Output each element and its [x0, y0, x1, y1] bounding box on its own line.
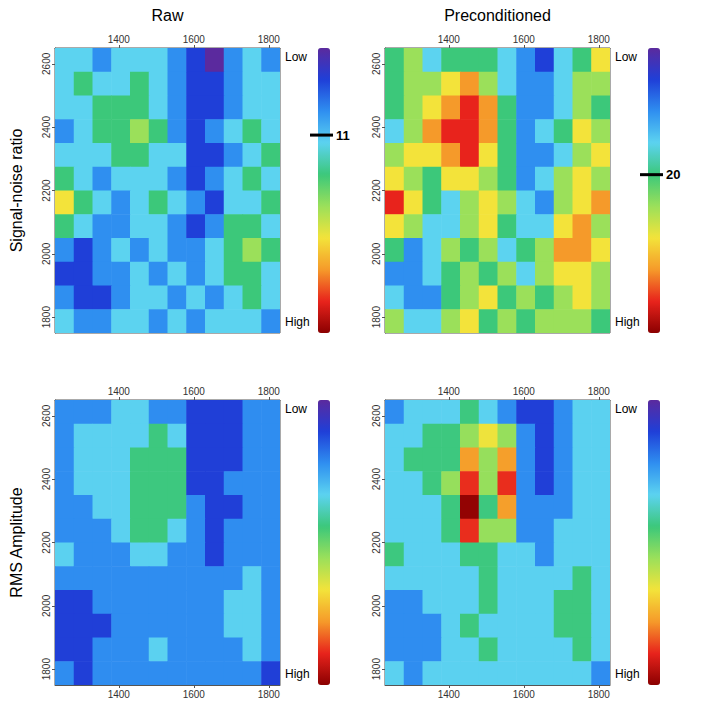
svg-text:2600: 2600: [41, 404, 52, 427]
svg-text:1400: 1400: [108, 689, 131, 700]
svg-text:1600: 1600: [513, 34, 536, 45]
svg-text:High: High: [615, 667, 640, 681]
svg-text:1800: 1800: [258, 386, 281, 397]
svg-text:2600: 2600: [371, 404, 382, 427]
svg-text:1800: 1800: [41, 306, 52, 329]
svg-text:2400: 2400: [41, 468, 52, 491]
svg-text:1400: 1400: [108, 34, 131, 45]
svg-text:1800: 1800: [258, 34, 281, 45]
svg-text:2000: 2000: [371, 594, 382, 617]
svg-text:Low: Low: [285, 402, 307, 416]
svg-text:1600: 1600: [513, 689, 536, 700]
svg-text:RMS Amplitude: RMS Amplitude: [8, 487, 25, 597]
svg-text:1400: 1400: [438, 386, 461, 397]
svg-text:Preconditioned: Preconditioned: [444, 7, 551, 24]
svg-text:1600: 1600: [183, 34, 206, 45]
svg-text:2200: 2200: [41, 179, 52, 202]
svg-text:2200: 2200: [371, 179, 382, 202]
svg-text:2600: 2600: [41, 52, 52, 75]
svg-text:1600: 1600: [513, 386, 536, 397]
svg-text:1800: 1800: [588, 34, 611, 45]
svg-text:2200: 2200: [371, 531, 382, 554]
svg-text:1800: 1800: [41, 658, 52, 681]
svg-text:2000: 2000: [41, 242, 52, 265]
svg-text:2600: 2600: [371, 52, 382, 75]
svg-text:1800: 1800: [588, 689, 611, 700]
svg-text:Signal-noise ratio: Signal-noise ratio: [8, 129, 25, 253]
svg-text:1400: 1400: [108, 386, 131, 397]
svg-text:1800: 1800: [258, 689, 281, 700]
svg-text:1400: 1400: [438, 34, 461, 45]
svg-text:1600: 1600: [183, 689, 206, 700]
svg-text:2200: 2200: [41, 531, 52, 554]
svg-text:Low: Low: [615, 402, 637, 416]
svg-text:High: High: [285, 667, 310, 681]
svg-text:2400: 2400: [371, 468, 382, 491]
svg-text:Raw: Raw: [151, 7, 183, 24]
svg-text:Low: Low: [285, 50, 307, 64]
svg-text:2400: 2400: [371, 116, 382, 139]
svg-text:1600: 1600: [183, 386, 206, 397]
svg-text:Low: Low: [615, 50, 637, 64]
svg-text:2400: 2400: [41, 116, 52, 139]
svg-text:1800: 1800: [371, 306, 382, 329]
svg-text:2000: 2000: [371, 242, 382, 265]
svg-text:1800: 1800: [588, 386, 611, 397]
svg-text:2000: 2000: [41, 594, 52, 617]
svg-text:11: 11: [336, 128, 350, 143]
svg-text:20: 20: [666, 167, 680, 182]
svg-text:High: High: [615, 315, 640, 329]
svg-text:1400: 1400: [438, 689, 461, 700]
svg-text:1800: 1800: [371, 658, 382, 681]
svg-text:High: High: [285, 315, 310, 329]
